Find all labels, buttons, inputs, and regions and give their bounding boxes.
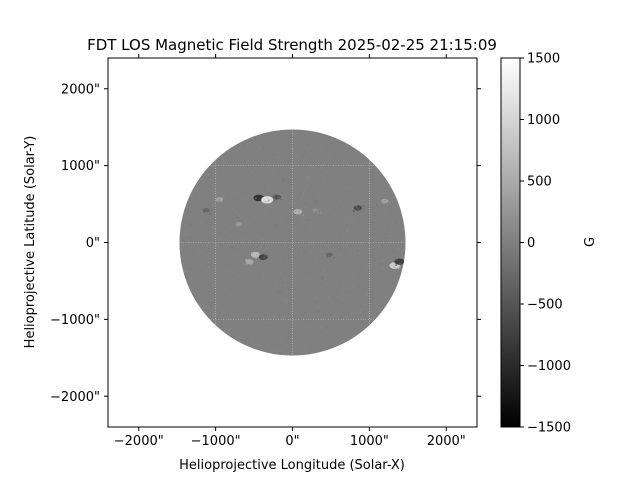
magnetic-feature-speck bbox=[355, 205, 358, 208]
colorbar-tick-label: 1000 bbox=[527, 113, 560, 128]
magnetic-feature-speck bbox=[318, 209, 321, 211]
magnetic-feature-speck bbox=[298, 210, 301, 213]
magnetic-feature-speck bbox=[259, 253, 261, 256]
magnetic-feature-speck bbox=[298, 213, 300, 215]
magnetic-feature-speck bbox=[312, 211, 315, 214]
magnetic-feature-speck bbox=[400, 262, 402, 265]
y-tick-label: 2000" bbox=[61, 82, 100, 97]
colorbar-tick-label: −1500 bbox=[527, 421, 571, 436]
magnetic-feature-speck bbox=[326, 256, 328, 259]
colorbar-tick-label: 500 bbox=[527, 175, 552, 190]
magnetic-feature-speck bbox=[250, 263, 252, 265]
magnetic-feature-speck bbox=[396, 259, 398, 262]
magnetic-feature-speck bbox=[393, 265, 396, 267]
magnetic-feature-speck bbox=[242, 221, 244, 224]
magnetic-feature-speck bbox=[267, 199, 270, 202]
magnetic-feature-speck bbox=[265, 201, 267, 203]
magnetic-feature-speck bbox=[302, 214, 305, 216]
magnetic-feature-speck bbox=[399, 265, 401, 268]
magnetic-feature-speck bbox=[381, 201, 383, 203]
solar-disk bbox=[179, 129, 406, 356]
magnetic-feature bbox=[250, 251, 261, 258]
y-tick-label: −1000" bbox=[50, 313, 100, 328]
colorbar-tick-label: 0 bbox=[527, 236, 535, 251]
magnetic-feature-speck bbox=[255, 257, 257, 259]
magnetic-feature-speck bbox=[201, 208, 204, 210]
magnetic-feature-speck bbox=[332, 257, 335, 259]
magnetic-feature-speck bbox=[324, 251, 327, 254]
magnetic-feature-speck bbox=[263, 257, 265, 259]
magnetic-feature-speck bbox=[353, 210, 355, 212]
magnetic-feature-speck bbox=[280, 198, 282, 201]
colorbar-label: G bbox=[583, 237, 598, 247]
magnetic-feature-speck bbox=[251, 252, 253, 254]
magnetic-feature-speck bbox=[245, 263, 248, 265]
chart-title: FDT LOS Magnetic Field Strength 2025-02-… bbox=[87, 36, 497, 54]
magnetic-feature-speck bbox=[236, 223, 238, 225]
magnetic-feature bbox=[245, 259, 254, 265]
magnetic-feature bbox=[326, 252, 333, 257]
magnetic-feature-speck bbox=[398, 262, 401, 265]
magnetic-feature-speck bbox=[255, 197, 257, 199]
magnetic-feature-speck bbox=[273, 195, 275, 197]
colorbar-tick-label: −500 bbox=[527, 298, 563, 313]
magnetic-feature-speck bbox=[395, 264, 397, 266]
magnetic-feature-speck bbox=[252, 262, 254, 264]
x-tick-label: 1000" bbox=[350, 434, 389, 449]
magnetic-feature-speck bbox=[397, 267, 400, 270]
magnetic-feature bbox=[261, 196, 274, 204]
magnetic-feature-speck bbox=[320, 212, 322, 214]
x-axis-label: Helioprojective Longitude (Solar-X) bbox=[179, 458, 405, 473]
magnetic-feature bbox=[258, 254, 268, 261]
magnetic-feature bbox=[312, 208, 319, 213]
magnetic-feature-speck bbox=[279, 197, 281, 199]
magnetic-feature-speck bbox=[392, 267, 395, 269]
magnetic-feature-speck bbox=[266, 255, 269, 257]
magnetic-feature-speck bbox=[264, 254, 267, 256]
disk-noise bbox=[179, 132, 406, 354]
magnetic-feature-speck bbox=[240, 224, 242, 226]
magnetic-feature-speck bbox=[263, 255, 265, 258]
x-tick-label: 2000" bbox=[427, 434, 466, 449]
colorbar-tick-label: −1000 bbox=[527, 359, 571, 374]
magnetic-feature-speck bbox=[222, 196, 224, 199]
x-tick-label: −2000" bbox=[114, 434, 164, 449]
magnetic-feature bbox=[353, 205, 363, 211]
magnetic-feature-speck bbox=[245, 259, 247, 261]
magnetic-feature-speck bbox=[362, 205, 365, 207]
y-tick-label: −2000" bbox=[50, 390, 100, 405]
magnetic-feature-speck bbox=[256, 254, 258, 256]
magnetic-feature-speck bbox=[274, 199, 276, 201]
magnetic-feature-speck bbox=[218, 199, 220, 201]
colorbar-gradient bbox=[500, 57, 521, 428]
magnetic-feature-speck bbox=[388, 201, 391, 203]
magnetic-feature bbox=[203, 208, 210, 213]
magnetic-feature-speck bbox=[211, 209, 213, 211]
magnetic-feature-speck bbox=[357, 208, 359, 210]
x-tick-label: 0" bbox=[285, 434, 299, 449]
magnetic-feature-speck bbox=[383, 202, 385, 205]
magnetic-feature-speck bbox=[237, 225, 239, 228]
magnetic-feature-speck bbox=[261, 196, 263, 199]
y-axis-label: Helioprojective Latitude (Solar-Y) bbox=[23, 136, 38, 349]
magnetic-feature-speck bbox=[209, 213, 211, 215]
magnetic-feature-speck bbox=[317, 212, 319, 214]
y-tick-label: 0" bbox=[86, 236, 100, 251]
x-tick-label: −1000" bbox=[191, 434, 241, 449]
magnetic-feature-speck bbox=[328, 257, 330, 260]
magnetic-feature-speck bbox=[294, 210, 297, 213]
magnetic-feature-speck bbox=[384, 199, 387, 202]
magnetic-feature-speck bbox=[216, 199, 218, 201]
magnetic-features bbox=[201, 194, 405, 270]
magnetic-feature-speck bbox=[264, 200, 266, 202]
magnetic-feature-speck bbox=[203, 210, 205, 213]
y-tick-label: 1000" bbox=[61, 159, 100, 174]
colorbar-tick-label: 1500 bbox=[527, 52, 560, 67]
colorbar: 1500 1000 500 0 −500 −1000 −1500 G bbox=[500, 52, 598, 436]
magnetic-feature bbox=[293, 209, 303, 215]
